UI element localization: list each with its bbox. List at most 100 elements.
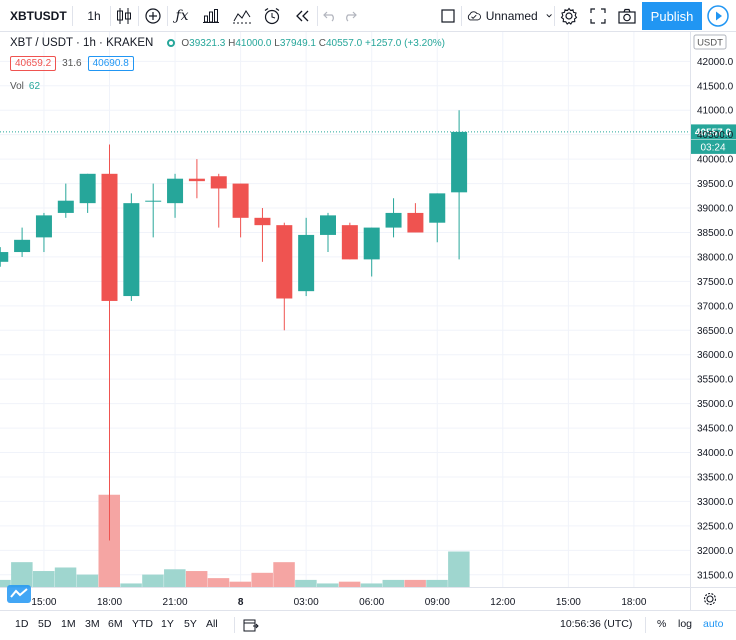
layout-name-dropdown[interactable]: Unnamed [466,0,552,31]
snapshot-camera-icon[interactable] [616,0,638,31]
range-6m-button[interactable]: 6M [108,618,123,630]
candle [451,110,468,260]
volume-bar [32,571,55,587]
price-tick-label: 38000.0 [697,252,734,263]
time-tick-label: 18:00 [621,597,646,608]
goto-date-icon[interactable] [243,618,259,632]
candlestick-chart[interactable]: 40557.0 03:24 31500.0 32000.0 32500.0 33000.… [0,32,736,610]
price-tick-label: 36500.0 [697,326,734,337]
sell-price-badge[interactable]: 40659.2 [10,56,57,71]
range-3m-button[interactable]: 3M [85,618,100,630]
alert-clock-icon[interactable] [260,0,284,31]
candle-body [145,200,162,202]
compare-add-icon[interactable] [142,0,164,31]
chevron-down-icon [546,13,552,17]
chart-legend: XBT / USDT · 1h · KRAKEN O39321.3 H41000… [10,37,445,49]
utc-clock[interactable]: 10:56:36 (UTC) [560,618,633,630]
price-axis[interactable]: 31500.0 32000.0 32500.0 33000.0 33500.0 34000… [690,32,734,610]
buy-price-badge[interactable]: 40690.8 [87,56,134,71]
candle [276,222,293,331]
volume-bar [251,572,273,587]
time-tick-label: 09:00 [425,597,450,608]
range-1y-button[interactable]: 1Y [161,618,174,630]
spread-value: 31.6 [62,58,82,69]
price-tick-label: 35500.0 [697,375,734,386]
volume-bar [0,579,11,587]
divider [461,6,462,26]
redo-icon[interactable] [340,0,360,31]
divider [110,6,111,26]
range-ytd-button[interactable]: YTD [132,618,153,630]
volume-bar [448,551,470,587]
candle [188,159,205,199]
range-1m-button[interactable]: 1M [61,618,76,630]
templates-icon[interactable] [230,0,254,31]
replay-rewind-icon[interactable] [290,0,314,31]
volume-label: Vol [10,81,24,92]
play-icon[interactable] [706,4,730,28]
price-tick-label: 32000.0 [697,546,734,557]
candle [341,222,358,260]
volume-bar [338,581,361,587]
time-axis[interactable]: 15:00 18:00 21:00 8 03:00 06:00 09:00 12:00 15:0… [0,587,736,609]
divider [554,6,555,26]
candle [35,212,52,253]
layout-checkbox-icon[interactable] [437,0,459,31]
time-tick-label: 12:00 [490,597,515,608]
time-tick-label: 8 [238,597,244,608]
cloud-icon [467,10,481,20]
volume-bar [360,583,383,587]
range-5d-button[interactable]: 5D [38,618,52,630]
candle [14,227,31,257]
axis-settings-icon[interactable] [703,592,717,606]
interval-button[interactable]: 1h [87,8,101,23]
symbol-search-button[interactable]: XBTUSDT [10,8,67,23]
publish-button[interactable]: Publish [642,2,702,30]
chart-grid [0,32,690,587]
market-status-icon [167,39,176,47]
range-1d-button[interactable]: 1D [15,618,29,630]
range-all-button[interactable]: All [206,618,218,630]
divider [234,617,235,633]
percent-scale-toggle[interactable]: % [657,618,667,630]
time-tick-label: 21:00 [163,597,188,608]
fullscreen-icon[interactable] [587,0,609,31]
price-tick-label: 36000.0 [697,350,734,361]
candle [210,173,227,228]
volume-bar [164,569,186,587]
volume-bar [426,579,448,587]
ohlc-values: O39321.3 H41000.0 L37949.1 C40557.0 +125… [181,37,445,49]
range-5y-button[interactable]: 5Y [184,618,197,630]
candles-chart-type-icon[interactable] [113,0,135,31]
volume-bar [185,571,208,587]
financials-icon[interactable] [199,0,223,31]
settings-gear-icon[interactable] [558,0,580,31]
candle-body [276,225,293,299]
divider [138,6,139,26]
time-tick-label: 06:00 [359,597,384,608]
candle [298,217,315,297]
candle [385,198,402,238]
last-price-line: 40557.0 03:24 [0,124,736,154]
volume-bar [404,579,426,587]
volume-bar [142,574,164,587]
candle-body [123,203,140,297]
candle-body [210,176,227,189]
log-scale-toggle[interactable]: log [678,618,693,630]
auto-scale-toggle[interactable]: auto [703,618,724,630]
currency-badge [693,34,727,50]
undo-icon[interactable] [320,0,340,31]
price-tick-label: 41000.0 [697,106,734,117]
candle-body [167,178,184,204]
time-tick-label: 18:00 [97,597,122,608]
series-title[interactable]: XBT / USDT · 1h · KRAKEN [10,37,154,49]
volume-bar [317,583,339,587]
price-tick-label: 33000.0 [697,497,734,508]
last-price-badge [691,124,736,140]
price-tick-label: 32500.0 [697,521,734,532]
indicators-fx-icon[interactable]: ƒx [175,7,189,24]
layout-name-label: Unnamed [485,8,538,23]
countdown-label: 03:24 [700,142,725,153]
volume-bar [229,581,252,587]
candle [57,183,74,218]
